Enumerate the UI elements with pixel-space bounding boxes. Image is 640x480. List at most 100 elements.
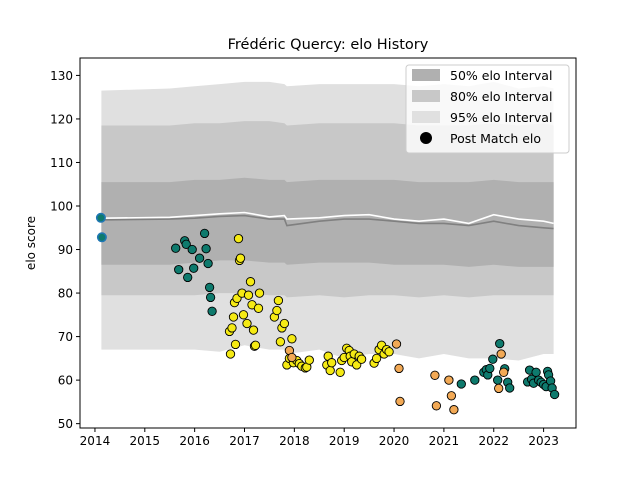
data-point <box>205 292 216 303</box>
data-point <box>245 277 256 287</box>
data-point <box>371 353 382 364</box>
data-point-highlight <box>96 232 107 243</box>
data-point <box>470 375 480 385</box>
data-point <box>243 290 254 300</box>
data-point <box>273 295 284 306</box>
data-point <box>225 349 236 359</box>
legend-box <box>405 64 570 154</box>
data-point <box>272 305 282 316</box>
data-point <box>431 401 442 411</box>
chart-title: Frédéric Quercy: elo History <box>228 37 429 53</box>
data-point <box>228 312 239 322</box>
y-tick-label: 60 <box>58 374 73 388</box>
data-point <box>505 383 515 393</box>
band-50 <box>101 177 554 267</box>
data-point <box>181 239 191 249</box>
x-tick-label: 2022 <box>478 434 509 448</box>
data-point <box>327 358 337 368</box>
x-tick-label: 2023 <box>528 434 559 448</box>
data-point-highlight <box>95 212 106 223</box>
data-point <box>242 318 252 329</box>
legend-label-80: 80% elo Interval <box>450 89 552 104</box>
data-point <box>395 396 405 407</box>
y-axis-ticks: 50 60 70 80 90 100 110 120 130 <box>50 69 80 431</box>
data-point <box>430 370 440 380</box>
data-point <box>207 306 217 316</box>
plot-frame <box>79 57 577 429</box>
data-point <box>356 354 367 364</box>
y-tick-label: 110 <box>50 156 73 170</box>
data-point <box>335 367 345 377</box>
x-tick-label: 2019 <box>329 434 360 448</box>
data-point <box>287 352 297 363</box>
data-point <box>531 367 541 377</box>
legend-label-95: 95% elo Interval <box>450 110 552 125</box>
data-point <box>187 244 197 255</box>
data-point <box>444 375 454 385</box>
legend-swatch-50 <box>412 69 440 81</box>
data-point <box>304 355 314 365</box>
data-point <box>394 363 404 374</box>
x-tick-label: 2020 <box>379 434 410 448</box>
data-point <box>499 367 509 377</box>
data-point <box>549 389 560 400</box>
data-point <box>233 233 244 244</box>
y-tick-label: 90 <box>58 243 73 257</box>
data-point <box>230 339 241 350</box>
data-point <box>235 253 246 263</box>
median-line <box>101 214 554 230</box>
data-point <box>488 354 498 364</box>
rating-lines <box>101 211 554 230</box>
legend: 50% elo Interval 80% elo Interval 95% el… <box>405 64 570 154</box>
data-point <box>493 375 503 385</box>
x-tick-label: 2016 <box>179 434 210 448</box>
data-point <box>391 339 402 349</box>
data-point <box>238 310 249 320</box>
data-point <box>446 391 457 401</box>
legend-label-post-match: Post Match elo <box>450 131 541 146</box>
x-tick-label: 2021 <box>429 434 460 448</box>
data-point <box>199 228 210 239</box>
y-tick-label: 50 <box>58 417 73 431</box>
data-point <box>227 323 237 333</box>
data-point <box>174 264 184 275</box>
data-point <box>287 334 297 344</box>
data-point <box>201 244 211 254</box>
data-point <box>203 258 213 269</box>
post-match-points <box>95 212 560 415</box>
data-point <box>485 363 495 374</box>
data-point <box>189 263 199 273</box>
data-point <box>449 405 459 415</box>
data-point <box>384 347 394 357</box>
legend-marker-post-match <box>420 132 432 144</box>
legend-swatch-95 <box>412 111 440 123</box>
x-tick-label: 2014 <box>80 434 111 448</box>
y-tick-label: 70 <box>58 330 73 344</box>
x-tick-label: 2017 <box>229 434 260 448</box>
x-tick-label: 2015 <box>130 434 161 448</box>
data-point <box>495 338 505 349</box>
data-point <box>171 243 181 253</box>
data-point <box>194 253 205 263</box>
data-point <box>494 383 504 394</box>
data-point <box>248 325 259 335</box>
data-point <box>250 340 261 350</box>
data-point <box>279 318 290 329</box>
y-tick-label: 80 <box>58 287 73 301</box>
data-point <box>204 282 215 293</box>
data-point <box>325 365 335 376</box>
y-axis-label: elo score <box>24 216 38 270</box>
mean-line <box>101 211 554 225</box>
x-tick-label: 2018 <box>279 434 310 448</box>
y-tick-label: 100 <box>50 200 73 214</box>
data-point <box>275 337 286 347</box>
x-axis-ticks: 2014 2015 2016 2017 2018 2019 2020 2021 2022 2023 <box>80 428 559 448</box>
data-point <box>456 379 466 389</box>
data-point <box>253 303 264 313</box>
data-point <box>254 288 265 298</box>
y-tick-label: 130 <box>50 69 73 83</box>
y-tick-label: 120 <box>50 112 73 126</box>
data-point <box>496 349 506 359</box>
data-point <box>183 272 193 283</box>
